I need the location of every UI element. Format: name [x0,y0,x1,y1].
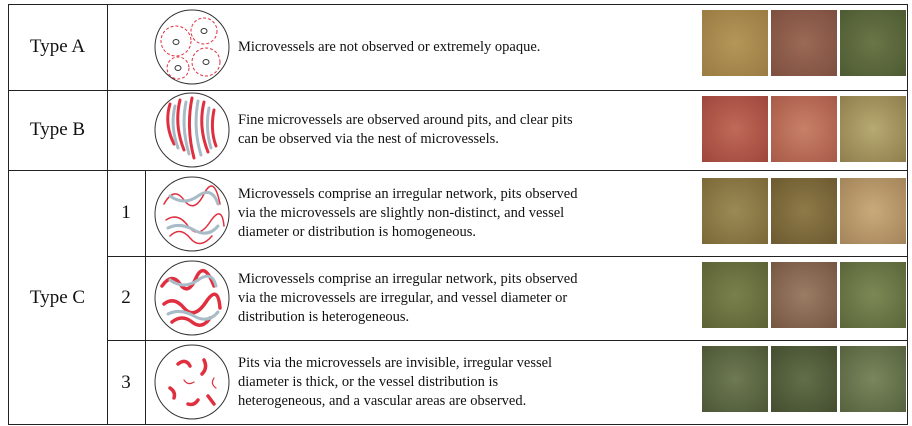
description-line: via the microvessels are slightly non-di… [238,204,565,221]
photo [840,10,906,76]
type-label: Type C [29,286,86,308]
subtype-number: 1 [121,202,131,223]
divider [107,256,908,257]
description-line: Microvessels comprise an irregular netwo… [238,185,578,202]
description-line: diameter is thick, or the vessel distrib… [238,374,499,390]
description-line: diameter or distribution is homogeneous. [238,223,477,240]
description: Microvessels comprise an irregular netwo… [238,256,698,340]
icons [154,9,230,420]
photo [840,262,906,328]
photo [771,96,837,162]
photo-column [702,10,906,422]
photo [840,96,906,162]
divider [145,170,146,425]
description-line: distribution is heterogeneous. [238,308,410,325]
photo [702,346,768,412]
description: Microvessels comprise an irregular netwo… [238,170,698,256]
subtype-number: 3 [121,371,131,393]
description-line: can be observed via the nest of microves… [238,131,499,147]
photo [702,262,768,328]
photo [702,10,768,76]
photo [702,96,768,162]
description-line: Pits via the microvessels are invisible,… [238,355,553,371]
divider [8,170,908,171]
photo [771,178,837,244]
divider [107,340,908,341]
photo [702,178,768,244]
photo [771,10,837,76]
type-label: Type B [29,119,86,140]
divider [107,4,108,425]
photo [771,346,837,412]
description: Fine microvessels are observed around pi… [238,90,698,170]
description-line: Microvessels comprise an irregular netwo… [238,270,578,287]
description-line: heterogeneous, and a vascular areas are … [238,393,527,409]
description-line: via the microvessels are irregular, and … [238,289,568,306]
divider [8,90,908,91]
photo [840,346,906,412]
subtype-number: 2 [121,287,131,308]
description: Microvessels are not observed or extreme… [238,4,698,90]
photo [840,178,906,244]
description: Pits via the microvessels are invisible,… [238,340,698,425]
description-line: Microvessels are not observed or extreme… [238,38,541,55]
type-label: Type A [29,36,86,57]
photo [771,262,837,328]
description-line: Fine microvessels are observed around pi… [238,112,573,128]
table-border [8,4,908,425]
